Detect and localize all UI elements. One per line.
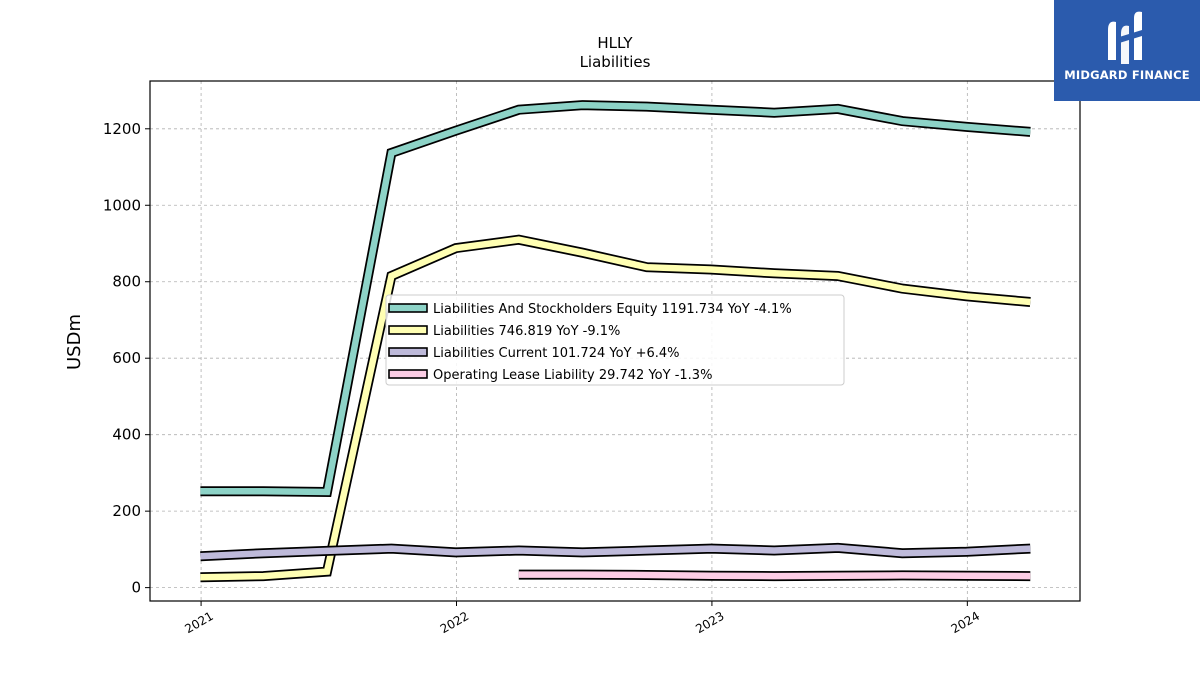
legend-label: Liabilities Current 101.724 YoY +6.4%	[433, 346, 680, 361]
series-layer	[200, 100, 1031, 583]
x-tick-label: 2023	[693, 609, 726, 636]
x-tick-label: 2021	[182, 609, 215, 636]
series-3	[200, 542, 1031, 562]
y-axis-ticks: 0 200 400 600 800 1000 1200	[103, 120, 150, 597]
y-tick-label: 400	[112, 426, 141, 444]
y-axis-label: USDm	[64, 314, 85, 370]
y-tick-label: 600	[112, 349, 141, 367]
y-tick-label: 200	[112, 502, 141, 520]
series-line	[518, 571, 1031, 580]
legend-swatch	[388, 369, 428, 379]
legend-item: Operating Lease Liability 29.742 YoY -1.…	[388, 368, 712, 383]
series-line	[200, 236, 1031, 581]
legend-box	[385, 294, 845, 386]
legend-swatch	[388, 303, 428, 313]
series-2	[200, 234, 1031, 583]
chart-title: HLLY	[597, 34, 633, 52]
series-4	[518, 569, 1031, 582]
legend-label: Liabilities 746.819 YoY -9.1%	[433, 324, 620, 339]
brand-logo-box: MIDGARD FINANCE	[1054, 0, 1200, 101]
y-tick-label: 1200	[103, 120, 141, 138]
x-tick-label: 2024	[949, 609, 982, 636]
y-tick-label: 1000	[103, 196, 141, 214]
series-line	[200, 544, 1031, 560]
series-line	[200, 101, 1031, 496]
x-axis-ticks: 2021 2022 2023 2024	[182, 601, 982, 636]
y-tick-label: 0	[131, 579, 141, 597]
y-tick-label: 800	[112, 273, 141, 291]
legend-item: Liabilities Current 101.724 YoY +6.4%	[388, 346, 680, 361]
legend: Liabilities And Stockholders Equity 1191…	[385, 294, 845, 386]
plot-area-frame	[149, 80, 1081, 602]
legend-swatch	[388, 325, 428, 335]
chart-subtitle: Liabilities	[580, 53, 651, 71]
legend-item: Liabilities 746.819 YoY -9.1%	[388, 324, 620, 339]
legend-item: Liabilities And Stockholders Equity 1191…	[388, 302, 792, 317]
legend-label: Operating Lease Liability 29.742 YoY -1.…	[433, 368, 712, 383]
x-tick-label: 2022	[438, 609, 471, 636]
brand-logo-icon	[1108, 11, 1142, 64]
legend-label: Liabilities And Stockholders Equity 1191…	[433, 302, 792, 317]
legend-swatch	[388, 347, 428, 357]
series-1	[200, 100, 1031, 498]
brand-name: MIDGARD FINANCE	[1064, 68, 1190, 82]
